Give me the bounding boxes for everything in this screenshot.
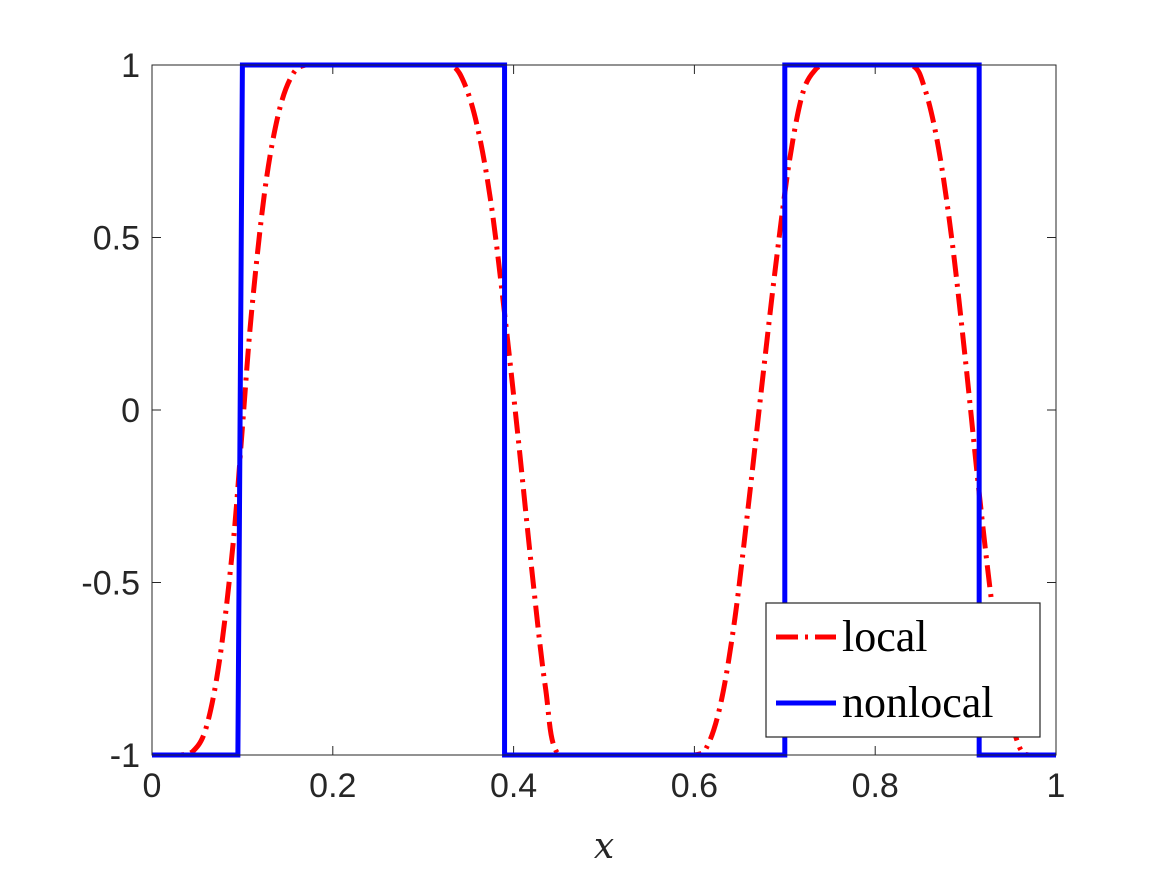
legend: local nonlocal (765, 602, 1041, 738)
y-tick-label: 0 (121, 392, 140, 430)
y-axis-ticks: 1 0.5 0 -0.5 -1 (81, 47, 1056, 775)
x-tick-label: 0.4 (490, 767, 537, 805)
y-tick-label: 1 (121, 47, 140, 85)
y-tick-label: 0.5 (93, 220, 140, 258)
x-tick-label: 0.2 (309, 767, 356, 805)
legend-nonlocal-label: nonlocal (842, 678, 994, 727)
x-tick-label: 0.6 (671, 767, 718, 805)
y-tick-label: -1 (110, 737, 140, 775)
x-axis-label: x (594, 826, 614, 867)
x-tick-label: 1 (1047, 767, 1066, 805)
x-axis-ticks: 0 0.2 0.4 0.6 0.8 1 (143, 65, 1066, 805)
x-tick-label: 0.8 (852, 767, 899, 805)
x-tick-label: 0 (143, 767, 162, 805)
series-line-local (152, 62, 1056, 758)
plot-frame (151, 64, 1057, 756)
legend-local-label: local (842, 612, 928, 661)
y-tick-label: -0.5 (81, 565, 140, 603)
legend-box (765, 602, 1041, 738)
